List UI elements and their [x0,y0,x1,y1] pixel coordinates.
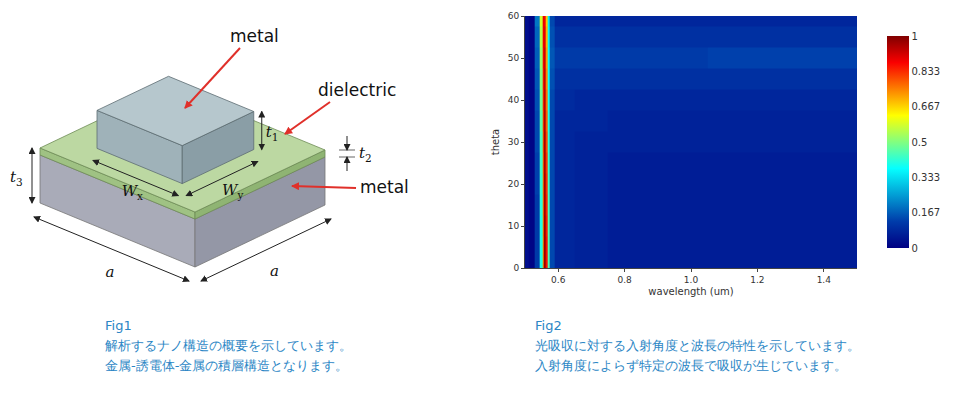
svg-text:1.4: 1.4 [817,275,832,285]
svg-text:0.6: 0.6 [551,275,566,285]
html-text:解析するナノ構造の概要を示しています。: 解析するナノ構造の概要を示しています。 [105,338,352,353]
svg-text:Wy: Wy [222,181,243,201]
svg-text:10: 10 [508,221,520,231]
svg-text:0.333: 0.333 [912,172,941,183]
svg-text:dielectric: dielectric [318,80,396,100]
svg-text:1.2: 1.2 [750,275,764,285]
html-text:入射角度によらず特定の波長で吸収が生じています。: 入射角度によらず特定の波長で吸収が生じています。 [535,358,847,373]
svg-text:0.5: 0.5 [912,137,928,148]
svg-text:Wx: Wx [122,182,143,202]
svg-text:30: 30 [508,137,520,147]
svg-text:0.833: 0.833 [912,66,941,77]
html-text:金属-誘電体-金属の積層構造となります。: 金属-誘電体-金属の積層構造となります。 [105,358,349,373]
svg-text:wavelength (um): wavelength (um) [648,286,733,297]
svg-text:60: 60 [508,11,520,21]
svg-text:50: 50 [508,53,520,63]
svg-text:0: 0 [912,243,918,254]
svg-text:0.8: 0.8 [617,275,632,285]
html-text:Fig1: Fig1 [105,318,132,333]
svg-text:a: a [106,263,115,281]
svg-text:20: 20 [508,179,520,189]
svg-text:metal: metal [230,26,279,46]
html-text:光吸収に対する入射角度と波長の特性を示しています。: 光吸収に対する入射角度と波長の特性を示しています。 [535,338,860,353]
svg-text:theta: theta [490,129,501,155]
svg-text:0.167: 0.167 [912,207,941,218]
svg-text:0.667: 0.667 [912,101,941,112]
svg-text:metal: metal [360,177,409,197]
svg-text:t3: t3 [10,168,23,188]
html-text:Fig2: Fig2 [535,318,562,333]
svg-text:t1: t1 [266,123,279,143]
svg-text:40: 40 [508,95,520,105]
svg-text:1.0: 1.0 [684,275,699,285]
svg-text:t2: t2 [359,144,372,164]
svg-text:1: 1 [912,31,918,42]
svg-text:0: 0 [513,263,519,273]
svg-text:a: a [270,262,279,280]
